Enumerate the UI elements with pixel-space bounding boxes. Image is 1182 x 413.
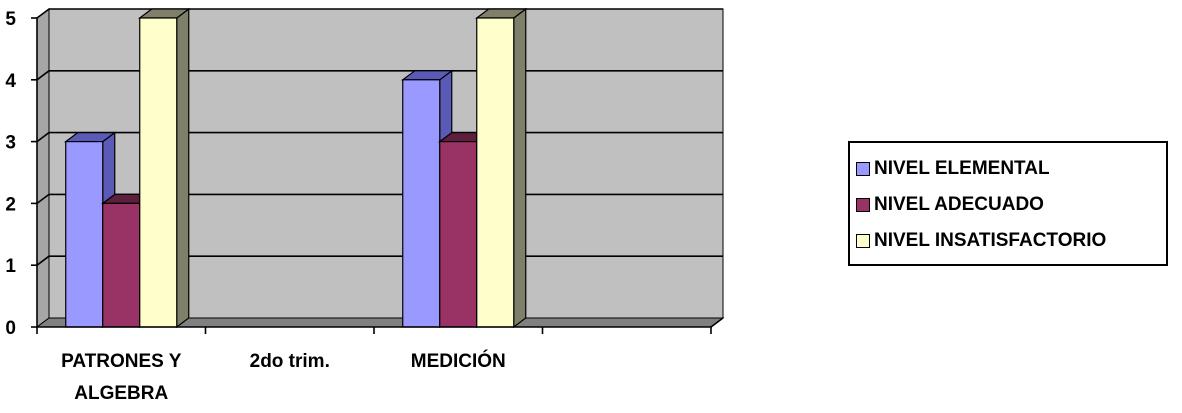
- y-tick-label: 1: [5, 256, 16, 277]
- legend-label-elemental: NIVEL ELEMENTAL: [874, 158, 1050, 179]
- chart-side-wall: [36, 8, 50, 328]
- y-tick-label: 5: [5, 9, 16, 30]
- chart-legend: NIVEL ELEMENTAL NIVEL ADECUADO NIVEL INS…: [848, 141, 1168, 266]
- bar-2-2-side: [513, 7, 527, 329]
- x-tick-label: MEDICIÓN: [411, 350, 506, 372]
- y-tick-label: 4: [5, 71, 16, 92]
- x-tick-label: ALGEBRA: [74, 383, 168, 404]
- y-tick-label: 2: [5, 194, 16, 215]
- legend-swatch-elemental: [856, 162, 870, 176]
- bar-2-2: [476, 17, 515, 328]
- legend-entry-adecuado: NIVEL ADECUADO: [856, 193, 1044, 217]
- legend-entry-elemental: NIVEL ELEMENTAL: [856, 157, 1050, 181]
- legend-label-adecuado: NIVEL ADECUADO: [874, 194, 1044, 215]
- bar-2-0: [402, 79, 441, 328]
- x-tick-label: 2do trim.: [250, 351, 330, 372]
- bar-0-2: [139, 17, 178, 328]
- x-axis-depth: [710, 317, 724, 328]
- bar-2-1: [439, 141, 478, 328]
- bar-0-0: [65, 141, 104, 328]
- bar-0-1: [102, 202, 141, 328]
- y-tick-label: 3: [5, 133, 16, 154]
- bar-0-2-side: [176, 7, 190, 329]
- legend-swatch-adecuado: [856, 198, 870, 212]
- x-tick-label: PATRONES Y: [61, 351, 182, 372]
- legend-entry-insatisfactorio: NIVEL INSATISFACTORIO: [856, 229, 1106, 253]
- legend-swatch-insatisfactorio: [856, 234, 870, 248]
- legend-label-insatisfactorio: NIVEL INSATISFACTORIO: [874, 230, 1107, 251]
- y-tick-label: 0: [5, 318, 16, 339]
